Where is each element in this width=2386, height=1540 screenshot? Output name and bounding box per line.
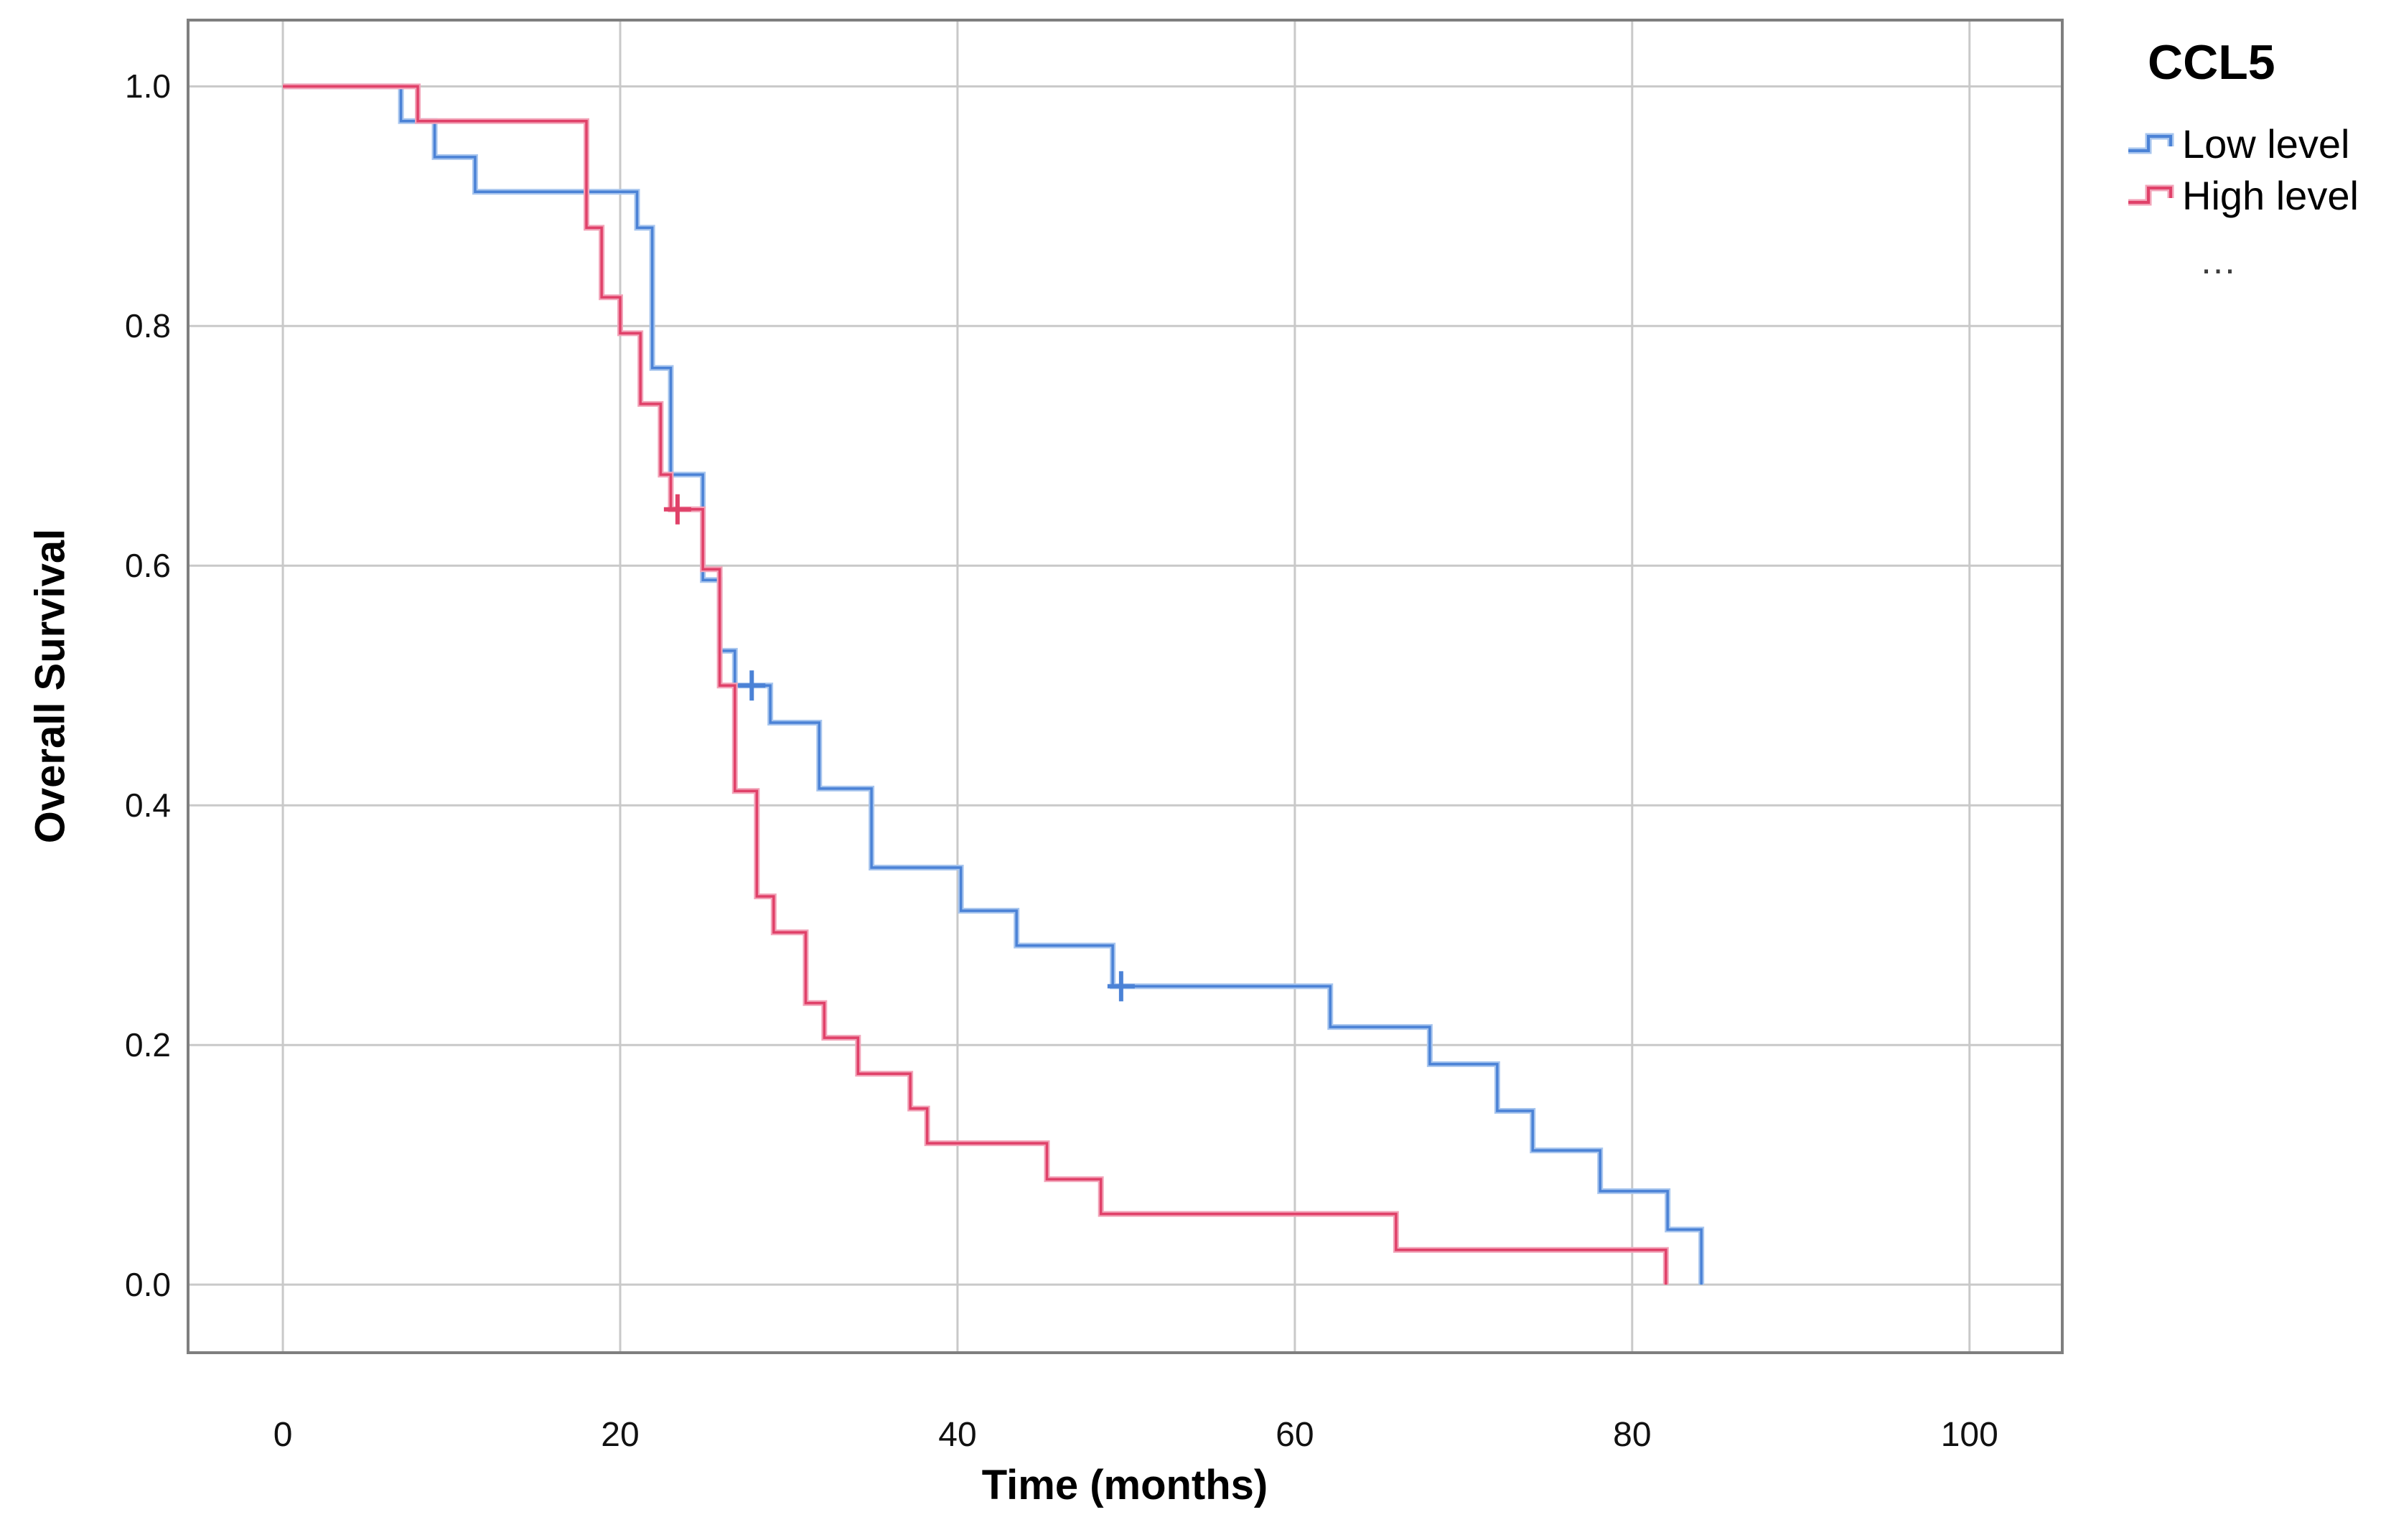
- plot-frame: [187, 19, 2064, 1354]
- survival-curve-High-level: [283, 85, 1667, 1285]
- x-tick-label: 100: [1940, 1416, 1998, 1454]
- x-tick-label: 80: [1613, 1416, 1652, 1454]
- legend-item-Low-level: Low level: [2126, 118, 2386, 169]
- legend-item-label: High level: [2182, 172, 2359, 218]
- x-tick-label: 0: [273, 1416, 293, 1454]
- legend: CCL5 Low level High level …: [2115, 34, 2386, 283]
- legend-step-line-icon: [2128, 133, 2174, 154]
- x-axis-title: Time (months): [981, 1462, 1268, 1508]
- legend-item-High-level: High level: [2126, 169, 2386, 221]
- survival-curve-Low-level: [283, 85, 1703, 1285]
- y-tick-label: 0.4: [125, 787, 171, 825]
- y-tick-label: 0.0: [125, 1266, 171, 1304]
- x-tick-label: 40: [938, 1416, 977, 1454]
- y-tick-label: 0.6: [125, 547, 171, 585]
- legend-item-label: Low level: [2182, 121, 2350, 166]
- survival-curve-halo-Low-level: [283, 83, 1705, 1285]
- legend-step-line-icon: [2128, 184, 2174, 206]
- legend-ellipsis: …: [2199, 240, 2242, 282]
- x-tick-label: 20: [601, 1416, 640, 1454]
- y-tick-label: 0.2: [125, 1026, 171, 1064]
- y-tick-label: 1.0: [125, 67, 171, 105]
- legend-items: Low level High level: [2115, 118, 2386, 221]
- legend-title: CCL5: [2148, 35, 2275, 90]
- y-tick-label: 0.8: [125, 307, 171, 345]
- x-tick-label: 60: [1276, 1416, 1314, 1454]
- survival-curve-halo-High-level: [283, 83, 1669, 1285]
